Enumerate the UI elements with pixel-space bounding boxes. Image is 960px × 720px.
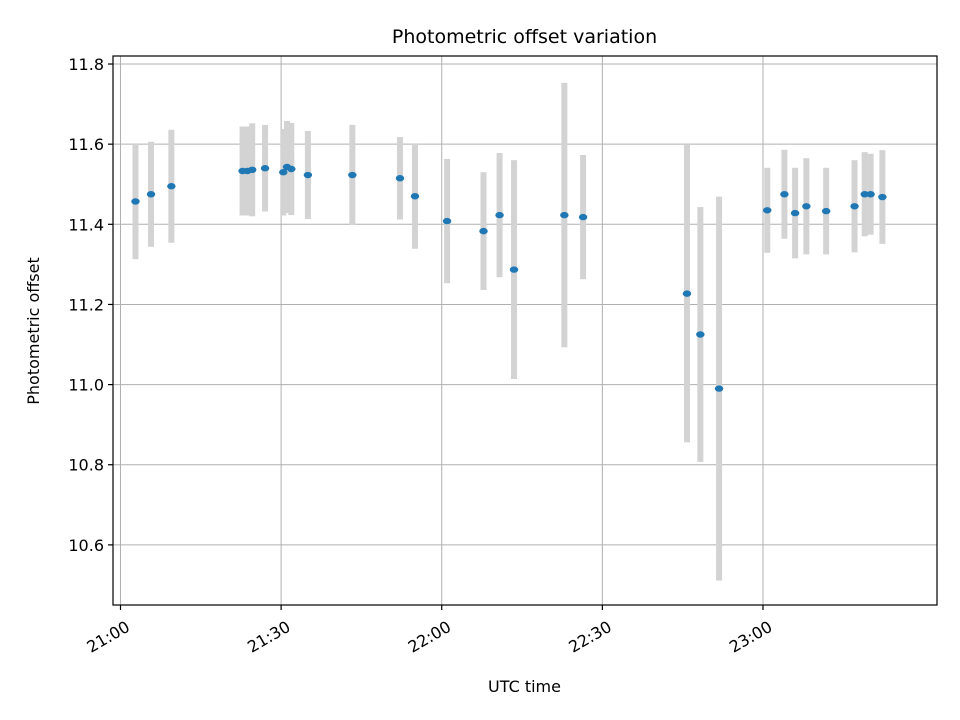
y-tick-label: 11.0 [68, 376, 104, 395]
data-point [146, 191, 156, 198]
data-point [131, 198, 140, 205]
data-point [866, 191, 875, 198]
data-point [248, 166, 257, 174]
data-point [410, 193, 420, 200]
data-point [509, 266, 519, 273]
data-point [763, 207, 772, 214]
data-points [131, 163, 887, 392]
data-point [878, 193, 887, 201]
y-tick-label: 11.8 [68, 55, 104, 74]
y-axis-label: Photometric offset [24, 257, 43, 405]
chart-title: Photometric offset variation [392, 26, 657, 48]
axes-frame [112, 55, 938, 606]
y-tick-label: 10.6 [68, 536, 104, 555]
data-point [850, 203, 859, 210]
data-point [348, 171, 357, 179]
y-axis-ticks: 10.6 10.8 11.0 11.2 11.4 11.6 11.8 [68, 55, 113, 555]
data-point [287, 165, 296, 173]
data-point [682, 290, 692, 297]
data-point [860, 191, 869, 198]
data-point [260, 165, 270, 172]
data-point [303, 171, 313, 179]
data-point [802, 203, 811, 210]
y-tick-label: 10.8 [68, 456, 104, 475]
y-tick-label: 11.4 [68, 215, 104, 234]
y-tick-label: 11.6 [68, 135, 104, 154]
data-point [167, 183, 176, 190]
y-tick-label: 11.2 [68, 295, 104, 314]
data-point [560, 211, 569, 219]
data-point [714, 385, 724, 392]
data-point [821, 207, 831, 215]
data-point [279, 169, 288, 176]
data-point [395, 175, 405, 182]
x-axis-label: UTC time [488, 677, 561, 696]
data-point [479, 227, 488, 235]
data-point [696, 331, 705, 338]
data-point [790, 209, 800, 217]
data-point [780, 191, 789, 198]
data-point [578, 213, 588, 221]
data-point [495, 211, 504, 219]
data-point [442, 217, 452, 225]
